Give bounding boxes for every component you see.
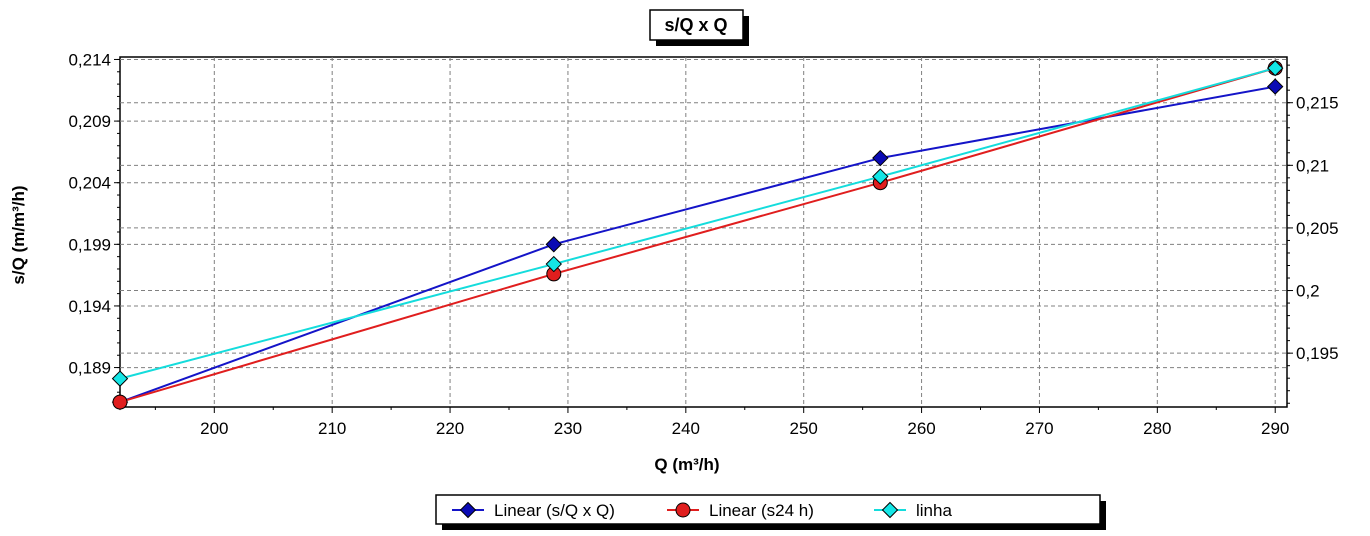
legend-label: linha	[916, 501, 952, 520]
x-tick-label: 200	[200, 419, 228, 438]
x-tick-label: 210	[318, 419, 346, 438]
y-right-tick-label: 0,195	[1296, 344, 1339, 363]
series-2	[111, 59, 1284, 387]
chart-title: s/Q x Q	[664, 15, 727, 35]
x-tick-label: 250	[790, 419, 818, 438]
y-right-tick-label: 0,205	[1296, 219, 1339, 238]
data-point	[112, 394, 128, 410]
y-left-tick-label: 0,189	[68, 359, 111, 378]
data-point	[545, 255, 563, 273]
x-axis-ticks: 200 210 220 230 240 250 260 270 280 290	[154, 407, 1289, 438]
legend-marker	[459, 501, 477, 519]
y-left-tick-label: 0,204	[68, 174, 111, 193]
x-tick-label: 220	[436, 419, 464, 438]
y-left-tick-label: 0,214	[68, 50, 111, 69]
legend-label: Linear (s24 h)	[709, 501, 814, 520]
grid	[120, 57, 1287, 407]
y-axis-label: s/Q (m/m³/h)	[9, 185, 28, 284]
y-axis-right-ticks: 0,195 0,2 0,205 0,21 0,215	[1287, 64, 1339, 404]
y-right-tick-label: 0,21	[1296, 156, 1329, 175]
y-left-tick-label: 0,209	[68, 112, 111, 131]
y-left-tick-label: 0,199	[68, 235, 111, 254]
series-line	[119, 67, 1276, 404]
y-left-tick-label: 0,194	[68, 297, 111, 316]
x-tick-label: 230	[554, 419, 582, 438]
chart-title-box: s/Q x Q	[649, 9, 749, 46]
x-tick-label: 270	[1025, 419, 1053, 438]
x-tick-label: 240	[672, 419, 700, 438]
y-axis-left-ticks: 0,189 0,194 0,199 0,204 0,209 0,214	[68, 50, 120, 393]
legend-item: Linear (s/Q x Q)	[452, 501, 615, 520]
series-line	[119, 67, 1276, 380]
data-point	[872, 168, 889, 185]
data-point	[545, 236, 563, 253]
series-layer	[111, 59, 1284, 411]
x-tick-label: 290	[1261, 419, 1289, 438]
legend-marker	[881, 501, 899, 519]
x-tick-label: 280	[1143, 419, 1171, 438]
data-point	[111, 370, 129, 387]
data-point	[1267, 78, 1284, 95]
legend-item: Linear (s24 h)	[667, 501, 814, 520]
legend-marker	[675, 502, 691, 518]
legend: Linear (s/Q x Q) Linear (s24 h) linha	[435, 494, 1106, 530]
y-right-tick-label: 0,2	[1296, 282, 1320, 301]
legend-item: linha	[874, 501, 952, 520]
legend-label: Linear (s/Q x Q)	[494, 501, 615, 520]
x-axis-label: Q (m³/h)	[654, 455, 719, 474]
data-point	[872, 149, 889, 167]
y-right-tick-label: 0,215	[1296, 94, 1339, 113]
data-point	[1267, 59, 1284, 77]
x-tick-label: 260	[907, 419, 935, 438]
